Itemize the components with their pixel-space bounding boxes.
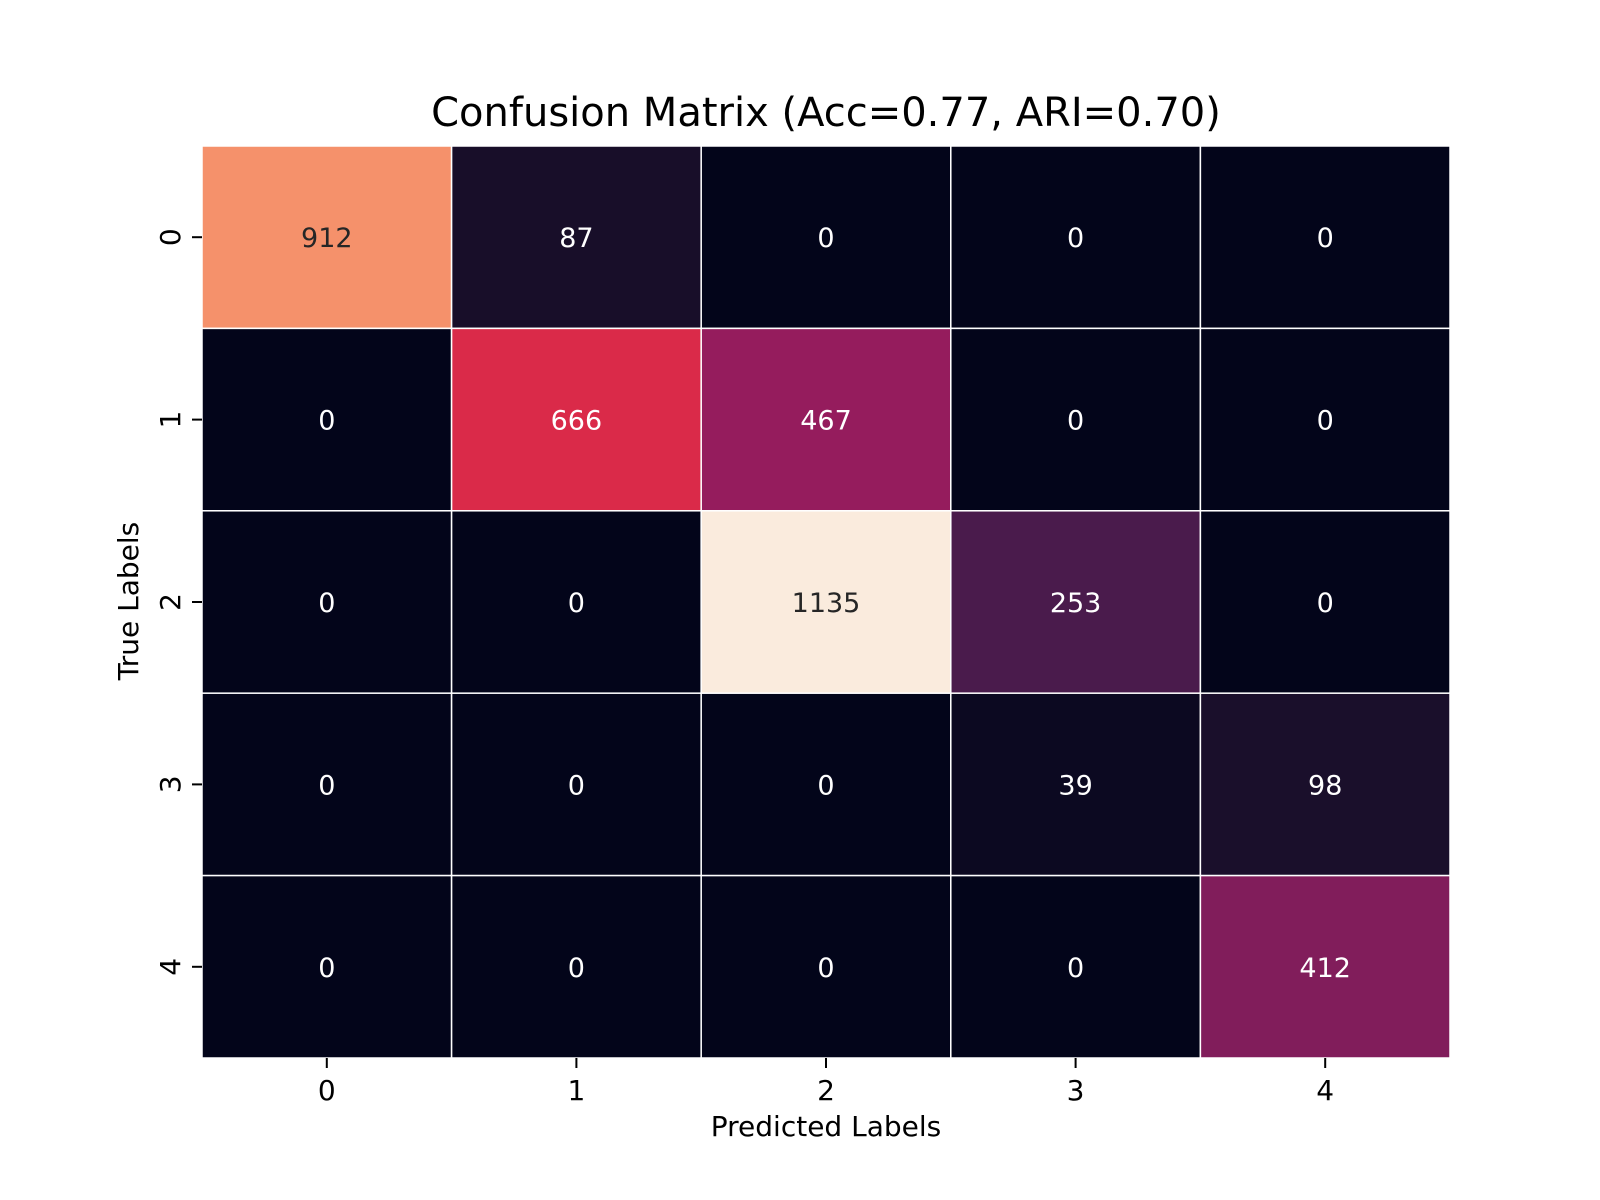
heatmap-cell bbox=[700, 510, 952, 694]
chart-title: Confusion Matrix (Acc=0.77, ARI=0.70) bbox=[431, 90, 1221, 136]
cell-value-label: 467 bbox=[800, 406, 852, 437]
cell-value-label: 0 bbox=[568, 953, 585, 984]
heatmap-cell bbox=[700, 874, 952, 1059]
cell-value-label: 0 bbox=[1067, 406, 1084, 437]
x-tick-label: 2 bbox=[817, 1074, 835, 1107]
cell-value-label: 0 bbox=[1067, 953, 1084, 984]
heatmap-cell bbox=[1199, 510, 1451, 694]
y-tick-label: 1 bbox=[154, 411, 187, 429]
y-tick-label: 0 bbox=[154, 228, 187, 246]
cell-value-label: 666 bbox=[551, 406, 603, 437]
x-axis-ticks: 0 1 2 3 4 bbox=[318, 1058, 1334, 1107]
heatmap-cell bbox=[700, 145, 952, 330]
heatmap-cell bbox=[700, 327, 952, 512]
cell-value-label: 412 bbox=[1299, 953, 1351, 984]
cell-value-label: 0 bbox=[817, 223, 834, 254]
heatmap-cell bbox=[450, 145, 702, 330]
cell-value-label: 0 bbox=[568, 588, 585, 619]
cell-value-label: 0 bbox=[1067, 223, 1084, 254]
x-axis-label: Predicted Labels bbox=[711, 1110, 941, 1143]
cell-value-label: 39 bbox=[1058, 770, 1092, 801]
x-tick-label: 4 bbox=[1316, 1074, 1334, 1107]
heatmap-cell bbox=[950, 145, 1202, 330]
x-tick-label: 1 bbox=[567, 1074, 585, 1107]
cell-value-label: 0 bbox=[817, 953, 834, 984]
cell-value-label: 0 bbox=[1317, 406, 1334, 437]
cell-value-label: 1135 bbox=[792, 588, 861, 619]
y-axis-ticks: 0 1 2 3 4 bbox=[154, 228, 202, 976]
cell-value-label: 0 bbox=[318, 406, 335, 437]
heatmap-cell bbox=[1199, 874, 1451, 1059]
heatmap-cell bbox=[201, 327, 453, 512]
heatmap-cell bbox=[1199, 692, 1451, 877]
cell-value-label: 0 bbox=[318, 770, 335, 801]
cell-value-label: 0 bbox=[1317, 223, 1334, 254]
y-tick-label: 4 bbox=[154, 958, 187, 976]
y-axis-label: True Labels bbox=[112, 522, 145, 682]
heatmap-cell bbox=[450, 874, 702, 1059]
cell-value-label: 0 bbox=[1317, 588, 1334, 619]
cell-value-label: 253 bbox=[1050, 588, 1102, 619]
heatmap-cell bbox=[700, 692, 952, 877]
heatmap-cell bbox=[450, 692, 702, 877]
heatmap-cell bbox=[950, 692, 1202, 877]
cell-value-label: 87 bbox=[559, 223, 593, 254]
y-tick-label: 2 bbox=[154, 593, 187, 611]
x-tick-label: 3 bbox=[1067, 1074, 1085, 1107]
heatmap-cell bbox=[201, 874, 453, 1059]
heatmap-cell bbox=[450, 510, 702, 694]
heatmap-cells: 912 87 0 0 0 0 666 467 0 0 0 0 1135 253 0 0 0 0 39 98 0 0 0 0 41… bbox=[201, 145, 1451, 1059]
heatmap-cell bbox=[201, 145, 453, 330]
cell-value-label: 0 bbox=[568, 770, 585, 801]
x-tick-label: 0 bbox=[318, 1074, 336, 1107]
y-tick-label: 3 bbox=[154, 775, 187, 793]
cell-value-label: 912 bbox=[301, 223, 353, 254]
heatmap-cell bbox=[1199, 145, 1451, 330]
cell-value-label: 0 bbox=[318, 588, 335, 619]
heatmap-cell bbox=[950, 510, 1202, 694]
cell-value-label: 0 bbox=[318, 953, 335, 984]
cell-value-label: 98 bbox=[1308, 770, 1342, 801]
cell-value-label: 0 bbox=[817, 770, 834, 801]
heatmap-cell bbox=[1199, 327, 1451, 512]
